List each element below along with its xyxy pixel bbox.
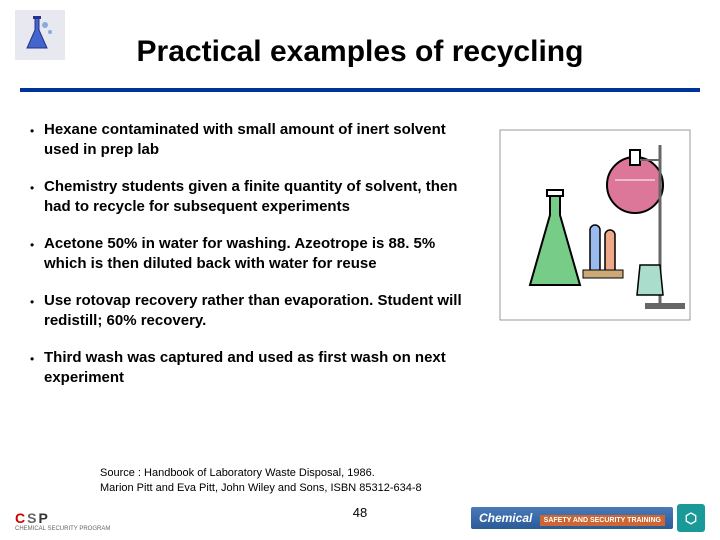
teal-badge-icon: ⬡	[677, 504, 705, 532]
list-item: • Third wash was captured and used as fi…	[30, 348, 480, 387]
source-line: Marion Pitt and Eva Pitt, John Wiley and…	[100, 481, 422, 495]
bullet-text: Chemistry students given a finite quanti…	[44, 177, 480, 216]
chemical-sublabel: SAFETY AND SECURITY TRAINING	[540, 515, 665, 526]
chemical-badge: Chemical SAFETY AND SECURITY TRAINING	[471, 507, 673, 529]
list-item: • Hexane contaminated with small amount …	[30, 120, 480, 159]
chemical-label: Chemical	[479, 511, 532, 525]
csp-subtitle: CHEMICAL SECURITY PROGRAM	[15, 526, 110, 532]
csp-logo: CSP CHEMICAL SECURITY PROGRAM	[15, 510, 110, 532]
csp-letter: S	[27, 510, 38, 526]
title-underline	[20, 88, 700, 92]
bullet-marker: •	[30, 234, 44, 273]
bullet-text: Use rotovap recovery rather than evapora…	[44, 291, 480, 330]
slide-title: Practical examples of recycling	[0, 35, 720, 69]
lab-equipment-icon	[495, 125, 695, 325]
bullet-marker: •	[30, 291, 44, 330]
footer-right-badges: Chemical SAFETY AND SECURITY TRAINING ⬡	[471, 504, 705, 532]
source-line: Source : Handbook of Laboratory Waste Di…	[100, 466, 422, 480]
bullet-marker: •	[30, 120, 44, 159]
badge-symbol: ⬡	[685, 510, 697, 527]
bullet-marker: •	[30, 177, 44, 216]
bullet-marker: •	[30, 348, 44, 387]
source-citation: Source : Handbook of Laboratory Waste Di…	[100, 466, 422, 495]
bullet-text: Acetone 50% in water for washing. Azeotr…	[44, 234, 480, 273]
bullet-text: Hexane contaminated with small amount of…	[44, 120, 480, 159]
list-item: • Chemistry students given a finite quan…	[30, 177, 480, 216]
bullet-text: Third wash was captured and used as firs…	[44, 348, 480, 387]
bullet-list: • Hexane contaminated with small amount …	[30, 120, 480, 405]
list-item: • Use rotovap recovery rather than evapo…	[30, 291, 480, 330]
csp-letter: P	[38, 510, 49, 526]
csp-letter: C	[15, 510, 27, 526]
list-item: • Acetone 50% in water for washing. Azeo…	[30, 234, 480, 273]
